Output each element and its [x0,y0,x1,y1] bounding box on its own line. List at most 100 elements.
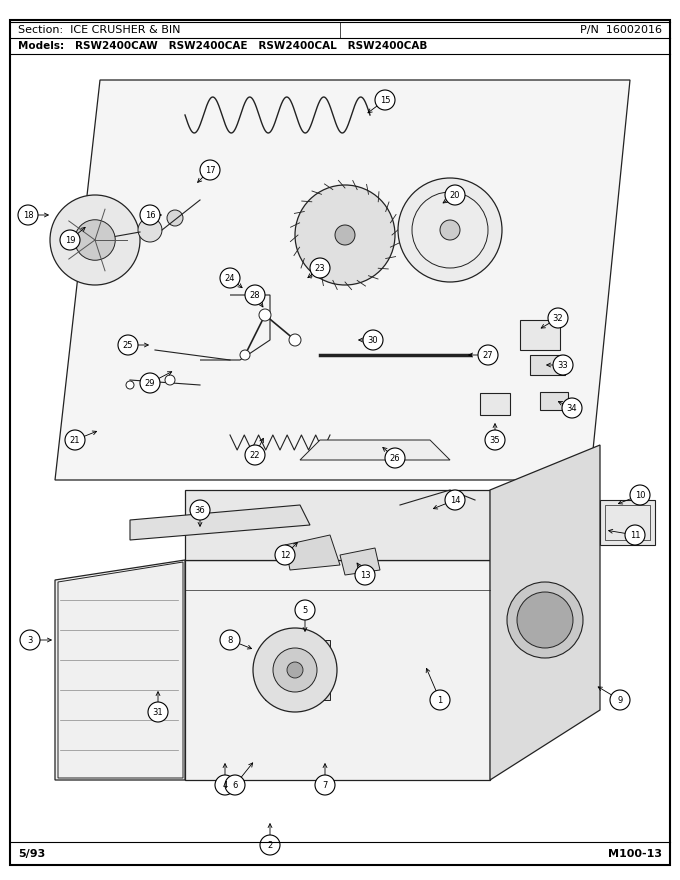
Circle shape [275,545,295,565]
Circle shape [190,500,210,520]
Bar [600,500,655,545]
Text: 4: 4 [222,781,228,789]
Circle shape [167,210,183,226]
Circle shape [65,430,85,450]
Text: 34: 34 [566,404,577,413]
Polygon shape [490,445,600,780]
Text: P/N  16002016: P/N 16002016 [580,25,662,35]
Text: 26: 26 [390,453,401,463]
Text: 1: 1 [437,695,443,705]
Circle shape [220,268,240,288]
Circle shape [140,205,160,225]
Circle shape [75,220,115,260]
Circle shape [478,345,498,365]
Text: 19: 19 [65,236,75,245]
Text: 21: 21 [70,436,80,444]
Text: 24: 24 [225,274,235,282]
Text: 14: 14 [449,495,460,504]
Text: Section:  ICE CRUSHER & BIN: Section: ICE CRUSHER & BIN [18,25,180,35]
Polygon shape [55,80,630,480]
Text: 22: 22 [250,451,260,459]
Polygon shape [300,440,450,460]
Circle shape [220,630,240,650]
Circle shape [440,220,460,240]
Polygon shape [285,535,340,570]
Circle shape [253,628,337,712]
Bar [530,355,565,375]
Circle shape [548,308,568,328]
Circle shape [245,285,265,305]
Text: 13: 13 [360,570,371,580]
Circle shape [138,218,162,242]
Circle shape [18,205,38,225]
Text: 36: 36 [194,505,205,515]
Text: 28: 28 [250,290,260,299]
Polygon shape [55,560,185,780]
Circle shape [562,398,582,418]
Circle shape [363,330,383,350]
Text: 9: 9 [617,695,623,705]
Text: 35: 35 [490,436,500,444]
Text: 33: 33 [558,361,568,370]
Circle shape [445,490,465,510]
Circle shape [430,690,450,710]
Circle shape [259,309,271,321]
Circle shape [295,600,315,620]
Circle shape [148,702,168,722]
Text: 16: 16 [145,210,155,219]
Circle shape [625,525,645,545]
Circle shape [295,185,395,285]
Circle shape [200,160,220,180]
Circle shape [375,90,395,110]
Polygon shape [185,560,490,780]
Text: 31: 31 [153,708,163,716]
Polygon shape [265,640,330,700]
Circle shape [485,430,505,450]
Circle shape [335,225,355,245]
Text: 12: 12 [279,551,290,560]
Text: Models:   RSW2400CAW   RSW2400CAE   RSW2400CAL   RSW2400CAB: Models: RSW2400CAW RSW2400CAE RSW2400CAL… [18,41,427,51]
Text: 27: 27 [483,350,493,360]
Circle shape [260,835,280,855]
Circle shape [240,350,250,360]
Circle shape [507,582,583,658]
Text: 5/93: 5/93 [18,848,46,859]
Polygon shape [130,505,310,540]
Circle shape [126,381,134,389]
Circle shape [398,178,502,282]
Bar [480,393,510,415]
Circle shape [553,355,573,375]
Circle shape [289,334,301,346]
Text: 3: 3 [27,635,33,644]
Circle shape [118,335,138,355]
Text: 32: 32 [553,313,563,322]
Text: 20: 20 [449,190,460,200]
Text: 29: 29 [145,378,155,387]
Polygon shape [340,548,380,575]
Text: 30: 30 [368,335,378,344]
Text: 6: 6 [233,781,238,789]
Bar [520,320,560,350]
Text: 18: 18 [22,210,33,219]
Circle shape [245,445,265,465]
Circle shape [445,185,465,205]
Text: 5: 5 [303,605,307,614]
Text: 25: 25 [123,341,133,349]
Circle shape [20,630,40,650]
Polygon shape [185,490,490,560]
Text: 11: 11 [630,531,641,539]
Circle shape [50,195,140,285]
Text: 17: 17 [205,165,216,174]
Circle shape [140,373,160,393]
Circle shape [225,775,245,795]
Text: 2: 2 [267,840,273,849]
Circle shape [60,230,80,250]
Circle shape [215,775,235,795]
Text: M100-13: M100-13 [608,848,662,859]
Circle shape [355,565,375,585]
Circle shape [315,775,335,795]
Text: 7: 7 [322,781,328,789]
Bar [605,505,650,540]
Circle shape [310,258,330,278]
Text: 15: 15 [379,96,390,105]
